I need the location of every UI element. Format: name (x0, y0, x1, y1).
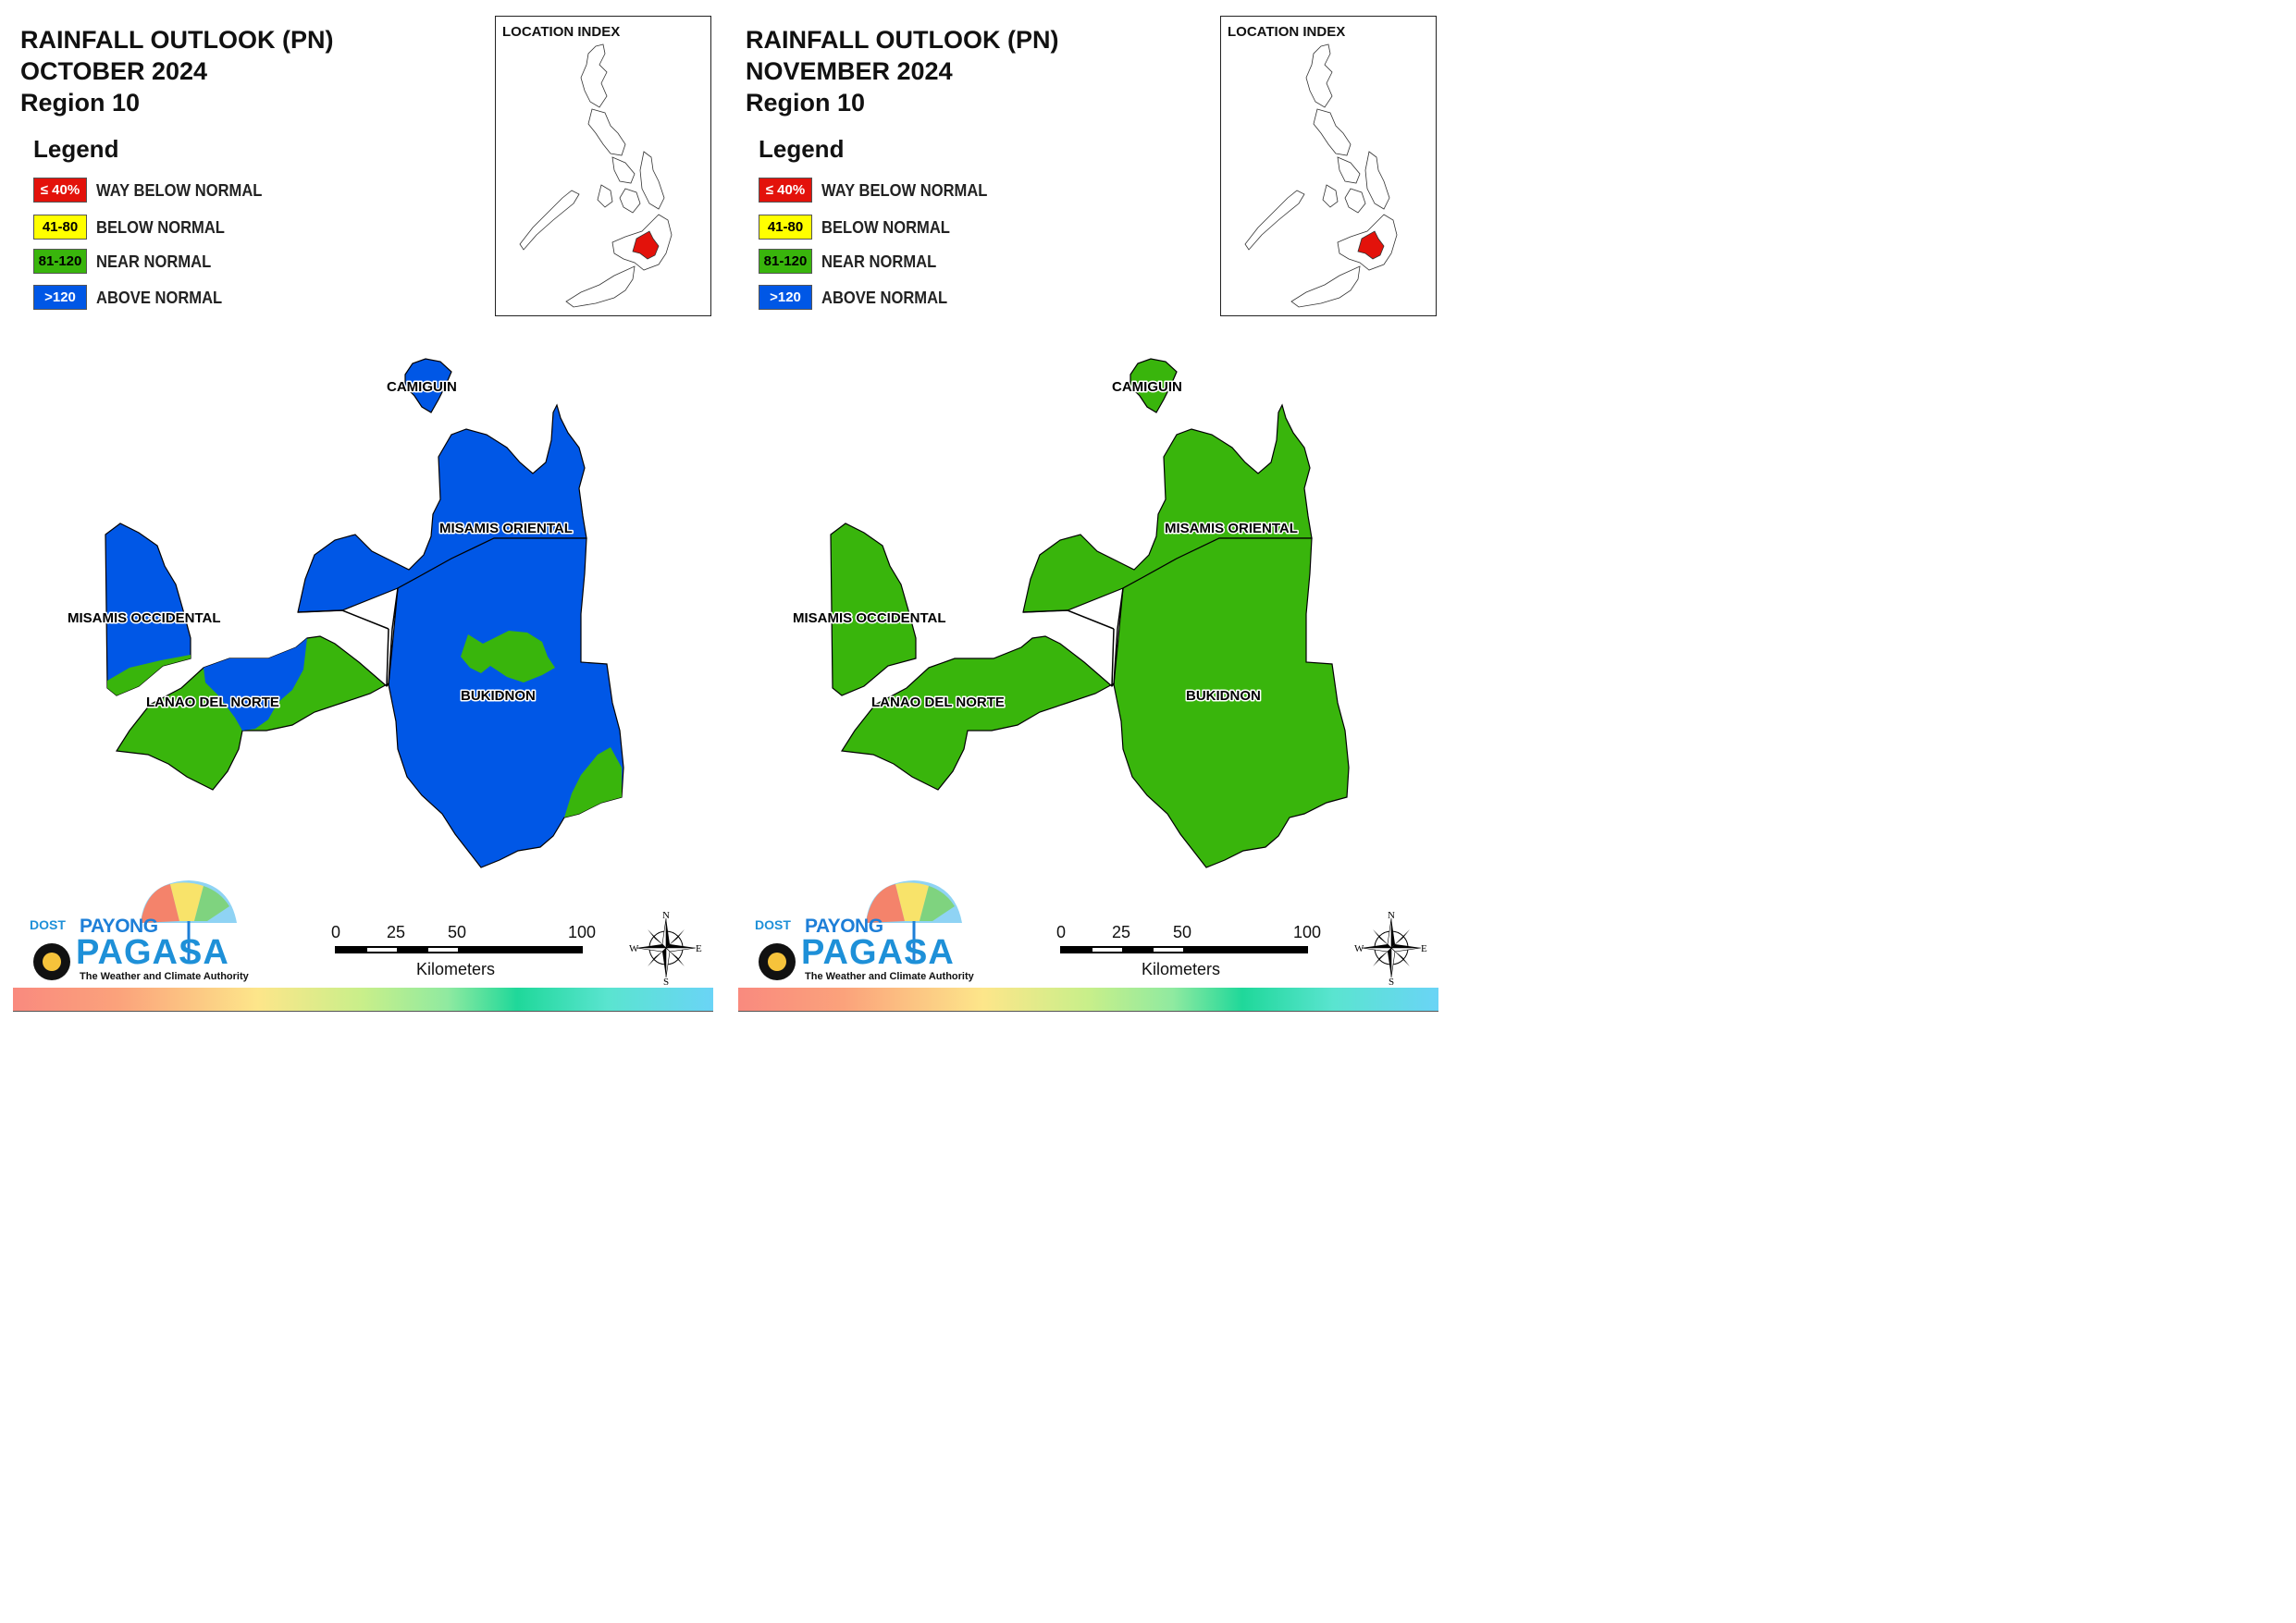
compass-n: N (1388, 911, 1395, 921)
near-normal-zone (461, 631, 555, 682)
title-line-1: RAINFALL OUTLOOK (PN) (20, 26, 334, 54)
province-camiguin (404, 358, 452, 413)
legend-swatch: >120 (33, 285, 87, 310)
legend-label: BELOW NORMAL (96, 218, 225, 237)
province-misamis-occidental (830, 523, 917, 696)
scale-tick-label: 50 (1173, 923, 1192, 941)
legend-swatch: ≤ 40% (33, 178, 87, 203)
logo-agency: DOST (755, 917, 791, 932)
scale-tick-label: 100 (568, 923, 597, 941)
region-10-map: CAMIGUIN MISAMIS ORIENTAL MISAMIS OCCIDE… (67, 358, 624, 868)
province-label-misamis-oriental: MISAMIS ORIENTAL (439, 521, 573, 536)
pagasa-logo: DOST PAYONG PAGASA The Weather and Clima… (22, 879, 253, 985)
region-10-highlight (632, 230, 660, 260)
scale-tick-label: 25 (387, 923, 406, 941)
province-lanao-del-norte (840, 635, 1117, 791)
legend-swatch: >120 (759, 285, 812, 310)
legend-label: NEAR NORMAL (821, 252, 937, 271)
compass-icon: N S W E (629, 910, 702, 988)
map-title: RAINFALL OUTLOOK (PN) NOVEMBER 2024 Regi… (746, 24, 1058, 118)
region-10-highlight (1357, 230, 1385, 260)
logo-brand-main: PAGASA (76, 933, 229, 972)
compass-s: S (663, 977, 669, 985)
location-index-map: LOCATION INDEX (1220, 16, 1437, 316)
title-line-3: Region 10 (746, 89, 866, 117)
gradient-footer-bar (13, 988, 713, 1011)
legend-title: Legend (33, 135, 119, 163)
province-label-bukidnon: BUKIDNON (1186, 688, 1261, 704)
province-label-camiguin: CAMIGUIN (387, 379, 457, 395)
logo-agency: DOST (30, 917, 66, 932)
scale-tick-label: 25 (1112, 923, 1131, 941)
scale-unit: Kilometers (416, 960, 496, 978)
logo-brand-top: PAYONG (80, 916, 158, 937)
compass-w: W (1354, 943, 1364, 954)
compass-s: S (1389, 977, 1394, 985)
logo-tagline: The Weather and Climate Authority (805, 971, 974, 982)
map-title: RAINFALL OUTLOOK (PN) OCTOBER 2024 Regio… (20, 24, 333, 118)
province-bukidnon (1113, 537, 1350, 868)
logo-brand-top: PAYONG (805, 916, 883, 937)
scale-bar-graphic (1060, 946, 1308, 953)
province-label-misamis-oriental: MISAMIS ORIENTAL (1165, 521, 1298, 536)
legend-label: NEAR NORMAL (96, 252, 212, 271)
location-index-map: LOCATION INDEX (495, 16, 711, 316)
footer-divider (738, 1011, 1438, 1015)
near-normal-zone (107, 655, 191, 695)
legend-label: WAY BELOW NORMAL (821, 181, 988, 200)
scale-bar-graphic (335, 946, 583, 953)
scale-tick-label: 0 (331, 923, 341, 941)
legend-title: Legend (759, 135, 845, 163)
logo-brand-main: PAGASA (801, 933, 955, 972)
philippines-outline (519, 43, 673, 308)
scale-unit: Kilometers (1142, 960, 1221, 978)
scale-tick-label: 0 (1056, 923, 1067, 941)
outlook-panel-october: RAINFALL OUTLOOK (PN) OCTOBER 2024 Regio… (0, 0, 725, 1025)
compass-e: E (696, 943, 702, 954)
title-line-3: Region 10 (20, 89, 141, 117)
province-label-misamis-occidental: MISAMIS OCCIDENTAL (68, 610, 221, 626)
compass-n: N (662, 911, 670, 921)
legend-swatch: 81-120 (33, 249, 87, 274)
scale-tick-label: 100 (1293, 923, 1322, 941)
philippines-outline (1244, 43, 1398, 308)
province-label-lanao-del-norte: LANAO DEL NORTE (146, 695, 279, 710)
legend-label: ABOVE NORMAL (821, 289, 948, 307)
province-label-lanao-del-norte: LANAO DEL NORTE (871, 695, 1005, 710)
title-line-2: NOVEMBER 2024 (746, 57, 953, 85)
umbrella-icon (759, 880, 962, 980)
compass-e: E (1421, 943, 1427, 954)
province-label-misamis-occidental: MISAMIS OCCIDENTAL (793, 610, 946, 626)
compass-icon: N S W E (1354, 910, 1427, 988)
footer-divider (13, 1011, 713, 1015)
title-line-2: OCTOBER 2024 (20, 57, 208, 85)
legend-label: WAY BELOW NORMAL (96, 181, 263, 200)
gradient-footer-bar (738, 988, 1438, 1011)
province-label-bukidnon: BUKIDNON (461, 688, 536, 704)
legend-swatch: 81-120 (759, 249, 812, 274)
scale-tick-label: 50 (448, 923, 467, 941)
pagasa-logo: DOST PAYONG PAGASA The Weather and Clima… (747, 879, 979, 985)
above-normal-zone (204, 638, 307, 731)
legend-swatch: ≤ 40% (759, 178, 812, 203)
legend-label: ABOVE NORMAL (96, 289, 223, 307)
compass-rose: N S W E (629, 910, 703, 988)
umbrella-icon (33, 880, 237, 980)
outlook-panel-november: RAINFALL OUTLOOK (PN) NOVEMBER 2024 Regi… (725, 0, 1450, 1025)
province-camiguin (1129, 358, 1178, 413)
compass-rose: N S W E (1354, 910, 1428, 988)
location-index-label: LOCATION INDEX (1228, 24, 1346, 40)
location-index-label: LOCATION INDEX (502, 24, 621, 40)
legend-swatch: 41-80 (759, 215, 812, 240)
title-line-1: RAINFALL OUTLOOK (PN) (746, 26, 1059, 54)
province-label-camiguin: CAMIGUIN (1112, 379, 1182, 395)
legend-label: BELOW NORMAL (821, 218, 950, 237)
region-10-map: CAMIGUIN MISAMIS ORIENTAL MISAMIS OCCIDE… (792, 358, 1350, 868)
near-normal-zone (564, 747, 622, 818)
legend-swatch: 41-80 (33, 215, 87, 240)
logo-tagline: The Weather and Climate Authority (80, 971, 249, 982)
compass-w: W (629, 943, 639, 954)
